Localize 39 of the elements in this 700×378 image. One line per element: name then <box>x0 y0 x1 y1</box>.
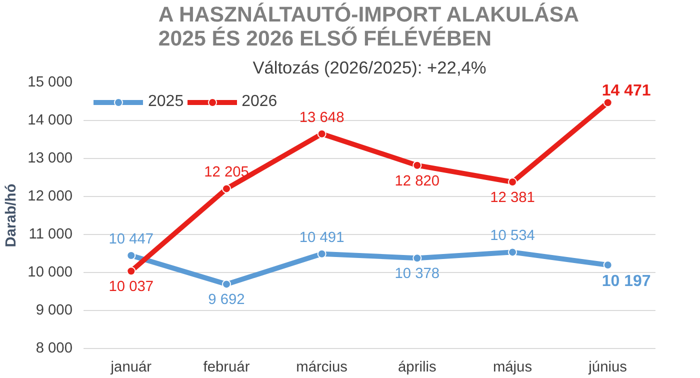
text: 10 534 <box>490 228 535 244</box>
point <box>412 254 422 263</box>
y-tick-label: 12 000 <box>28 188 72 204</box>
y-tick-label: 11 000 <box>28 226 73 242</box>
text: 10 491 <box>299 230 344 246</box>
text: 10 037 <box>108 279 154 296</box>
x-tick-label: március <box>296 360 348 376</box>
x-tick-label: február <box>203 360 250 376</box>
point <box>222 184 231 194</box>
point <box>412 160 422 170</box>
y-axis-title: Darab/hó <box>4 184 20 248</box>
y-tick-label: 10 000 <box>28 264 72 280</box>
point <box>222 280 231 289</box>
text: 10 378 <box>394 266 440 282</box>
text: 10 447 <box>108 232 154 248</box>
text: 13 648 <box>299 110 344 126</box>
point <box>317 249 326 258</box>
x-tick-label: június <box>588 360 627 376</box>
y-tick-label: 15 000 <box>28 74 72 90</box>
text: 12 820 <box>394 173 440 190</box>
x-tick-label: január <box>110 360 152 376</box>
y-tick-label: 8 000 <box>36 340 73 356</box>
y-tick-label: 9 000 <box>36 302 73 318</box>
y-tick-label: 13 000 <box>28 150 72 166</box>
x-tick-label: május <box>492 360 532 376</box>
x-tick-label: április <box>398 360 436 376</box>
point <box>603 98 612 108</box>
legend-label: 2025 <box>148 93 184 111</box>
text: 9 692 <box>208 292 245 308</box>
text: 14 471 <box>602 82 651 100</box>
text: 10 197 <box>602 273 651 290</box>
point <box>508 248 517 257</box>
point <box>126 266 136 276</box>
chart-subtitle: Változás (2026/2025): +22,4% <box>252 58 486 78</box>
y-tick-label: 14 000 <box>28 112 72 128</box>
point <box>317 129 326 138</box>
text: 12 381 <box>490 190 535 206</box>
legend-label: 2026 <box>242 93 278 111</box>
chart-title: A HASZNÁLTAUTÓ-IMPORT ALAKULÁSA 2025 ÉS 2026 ELSŐ FÉLÉVÉBEN <box>158 2 580 50</box>
